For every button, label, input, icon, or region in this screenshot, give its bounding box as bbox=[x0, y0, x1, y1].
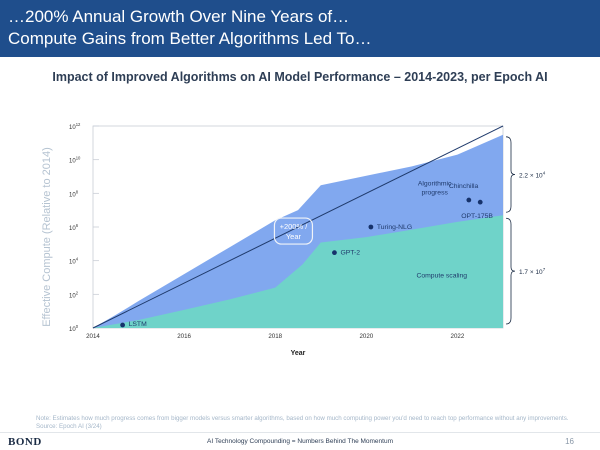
y-tick-label: 100 bbox=[69, 324, 79, 333]
chart: 100 102 104 106 108 1010 1012 2014 2016 2018 2020 2… bbox=[41, 122, 546, 357]
area-compute-scaling bbox=[93, 215, 503, 328]
model-point bbox=[332, 250, 337, 256]
model-point bbox=[120, 322, 126, 328]
y-tick-label: 1012 bbox=[69, 122, 81, 131]
upper-brace bbox=[505, 136, 516, 213]
algorithmic-label-line-2: progress bbox=[421, 189, 448, 196]
x-tick-label: 2022 bbox=[451, 333, 465, 340]
lower-brace-label: 1.7 × 107 bbox=[519, 267, 546, 276]
x-tick-label: 2016 bbox=[177, 333, 191, 340]
y-tick-label: 1010 bbox=[69, 156, 81, 165]
model-label: GPT-2 bbox=[340, 250, 360, 257]
y-tick-label: 108 bbox=[69, 189, 79, 198]
upper-brace-label: 2.2 × 104 bbox=[519, 171, 546, 180]
model-point bbox=[466, 197, 472, 203]
x-tick-label: 2014 bbox=[86, 333, 100, 340]
footnote: Note: Estimates how much progress comes … bbox=[36, 415, 569, 430]
footer-caption: AI Technology Compounding = Numbers Behi… bbox=[206, 438, 394, 445]
y-tick-label: 104 bbox=[69, 257, 79, 266]
slide-title-line-2: Compute Gains from Better Algorithms Led… bbox=[8, 29, 372, 48]
x-axis-label: Year bbox=[291, 350, 306, 357]
rate-box bbox=[273, 217, 314, 245]
model-point bbox=[368, 224, 374, 230]
brand-logo: BOND bbox=[8, 436, 42, 448]
y-tick-label: 106 bbox=[69, 223, 79, 232]
y-tick-label: 102 bbox=[69, 290, 79, 299]
slide-header: …200% Annual Growth Over Nine Years of… … bbox=[0, 0, 600, 57]
x-tick-label: 2020 bbox=[359, 333, 373, 340]
rate-box-line-2: Year bbox=[286, 232, 302, 241]
slide-title-line-1: …200% Annual Growth Over Nine Years of… bbox=[8, 7, 350, 26]
compute-label: Compute scaling bbox=[416, 273, 467, 280]
model-label: Chinchilla bbox=[449, 183, 479, 190]
model-point bbox=[477, 199, 483, 205]
page-number: 16 bbox=[565, 437, 574, 446]
footer-divider bbox=[0, 432, 600, 433]
trend-line bbox=[92, 125, 504, 329]
lower-brace bbox=[505, 217, 516, 325]
model-label: OPT-175B bbox=[461, 213, 493, 220]
model-label: Turing-NLG bbox=[377, 224, 412, 231]
x-tick-label: 2018 bbox=[268, 333, 282, 340]
y-axis-label: Effective Compute (Relative to 2014) bbox=[41, 147, 53, 327]
algorithmic-label-line-1: Algorithmic bbox=[418, 180, 452, 187]
model-label: LSTM bbox=[129, 321, 147, 328]
chart-subtitle: Impact of Improved Algorithms on AI Mode… bbox=[52, 70, 548, 84]
rate-box-line-1: +200% / bbox=[280, 222, 309, 231]
